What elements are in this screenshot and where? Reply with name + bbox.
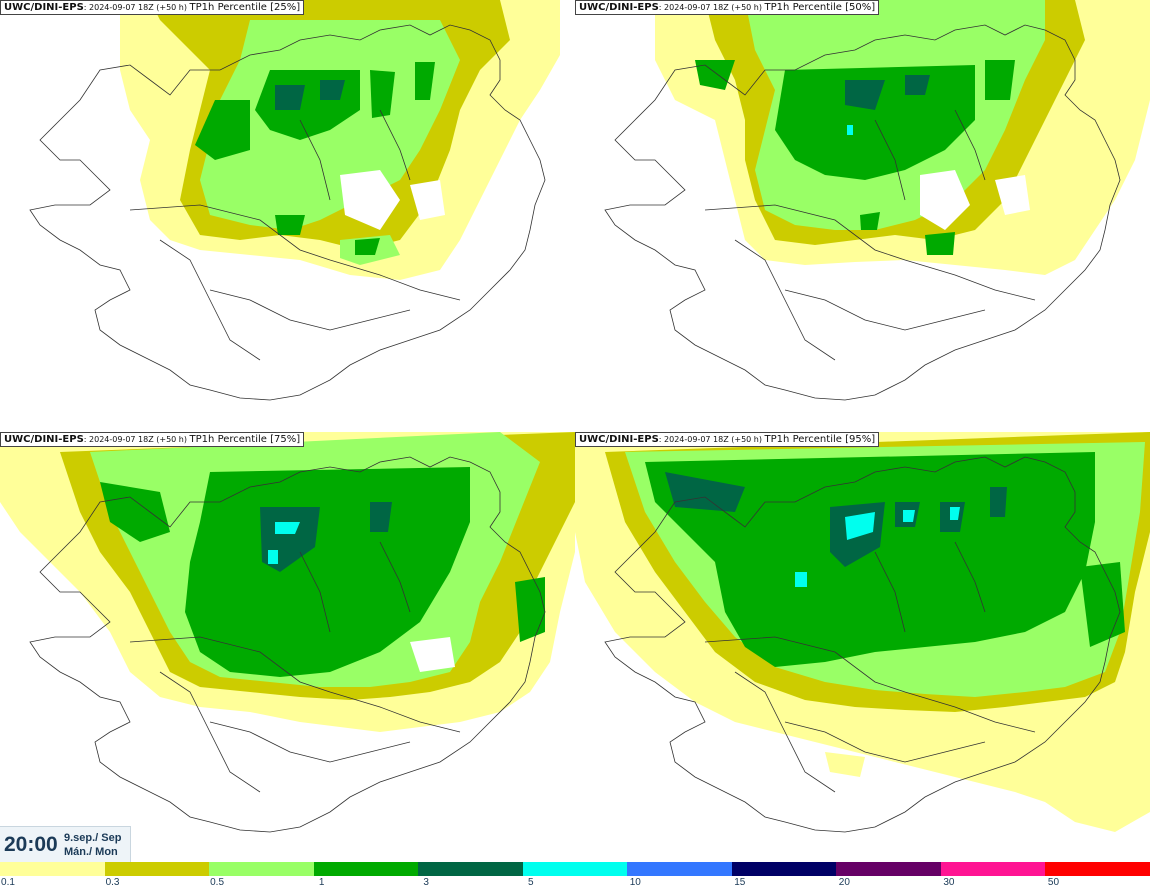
precip-map-p25 xyxy=(29,0,560,401)
colorbar-segment xyxy=(313,862,419,876)
colorbar-segment xyxy=(522,862,628,876)
panel-title: UWC/DINI-EPS: 2024-09-07 18Z (+50 h) TP1… xyxy=(575,432,880,447)
colorbar-segment xyxy=(731,862,837,876)
map-panel-p50: UWC/DINI-EPS: 2024-09-07 18Z (+50 h) TP1… xyxy=(575,0,1150,430)
panel-source: UWC/DINI-EPS xyxy=(4,434,84,445)
colorbar-segment xyxy=(836,862,941,876)
panel-field: TP1h Percentile [25%] xyxy=(189,2,301,13)
colorbar-segment xyxy=(209,862,314,876)
colorbar-label: 15 xyxy=(734,877,746,888)
colorbar-label: 20 xyxy=(838,877,850,888)
panel-title: UWC/DINI-EPS: 2024-09-07 18Z (+50 h) TP1… xyxy=(0,432,305,447)
map-panel-p95: UWC/DINI-EPS: 2024-09-07 18Z (+50 h) TP1… xyxy=(575,432,1150,862)
panel-title: UWC/DINI-EPS: 2024-09-07 18Z (+50 h) TP1… xyxy=(575,0,880,15)
panel-run: 2024-09-07 18Z (+50 h) xyxy=(89,435,187,444)
panel-source: UWC/DINI-EPS xyxy=(4,2,84,13)
colorbar-label: 0.1 xyxy=(1,877,15,888)
map-panel-p75: UWC/DINI-EPS: 2024-09-07 18Z (+50 h) TP1… xyxy=(0,432,575,862)
colorbar-segment xyxy=(104,862,210,876)
valid-time-box: 20:00 9.sep./ Sep Mán./ Mon xyxy=(0,826,131,863)
panel-title: UWC/DINI-EPS: 2024-09-07 18Z (+50 h) TP1… xyxy=(0,0,305,15)
colorbar-label: 50 xyxy=(1047,877,1060,888)
precip-map-p50 xyxy=(604,0,1150,401)
panel-field: TP1h Percentile [75%] xyxy=(189,434,301,445)
panel-run: 2024-09-07 18Z (+50 h) xyxy=(89,3,187,12)
colorbar-label: 0.3 xyxy=(105,877,120,888)
precip-map-p75 xyxy=(0,432,575,833)
panel-run: 2024-09-07 18Z (+50 h) xyxy=(664,3,762,12)
panel-source: UWC/DINI-EPS xyxy=(579,434,659,445)
precip-colorbar xyxy=(0,862,1150,876)
panel-field: TP1h Percentile [95%] xyxy=(764,434,876,445)
valid-date: 9.sep./ Sep xyxy=(64,832,122,844)
panel-field: TP1h Percentile [50%] xyxy=(764,2,876,13)
colorbar-label: 5 xyxy=(527,877,534,888)
panel-run: 2024-09-07 18Z (+50 h) xyxy=(664,435,762,444)
precip-map-p95 xyxy=(575,432,1150,833)
panel-source: UWC/DINI-EPS xyxy=(579,2,659,13)
valid-time: 20:00 xyxy=(4,833,58,856)
colorbar-segment xyxy=(418,862,523,876)
colorbar-label: 30 xyxy=(943,877,955,888)
colorbar-segment xyxy=(627,862,732,876)
colorbar-label: 1 xyxy=(318,877,325,888)
colorbar-segment xyxy=(0,862,105,876)
map-panel-p25: UWC/DINI-EPS: 2024-09-07 18Z (+50 h) TP1… xyxy=(0,0,575,430)
colorbar-segment xyxy=(940,862,1046,876)
valid-weekday: Mán./ Mon xyxy=(64,846,118,858)
colorbar-segment xyxy=(1045,862,1150,876)
colorbar-label: 10 xyxy=(629,877,641,888)
colorbar-label: 0.5 xyxy=(210,877,225,888)
precip-colorbar-labels: 0.1 0.3 0.5 1 3 5 10 15 20 30 50 xyxy=(0,877,1150,891)
colorbar-label: 3 xyxy=(423,877,429,888)
